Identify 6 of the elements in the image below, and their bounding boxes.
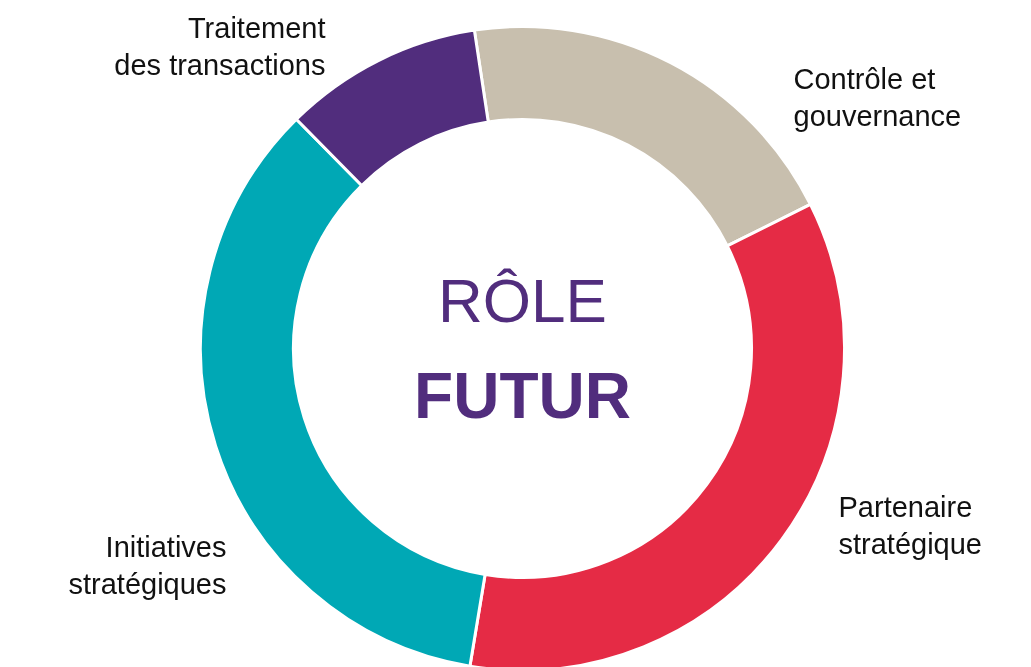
slice-label: Traitement des transactions: [114, 12, 326, 81]
slice-label: Initiatives stratégiques: [68, 531, 227, 600]
text: RÔLE: [438, 266, 607, 335]
slice-label: Contrôle et gouvernance: [793, 63, 962, 132]
text: FUTUR: [414, 359, 631, 432]
slice-label: Partenaire stratégique: [838, 491, 982, 560]
